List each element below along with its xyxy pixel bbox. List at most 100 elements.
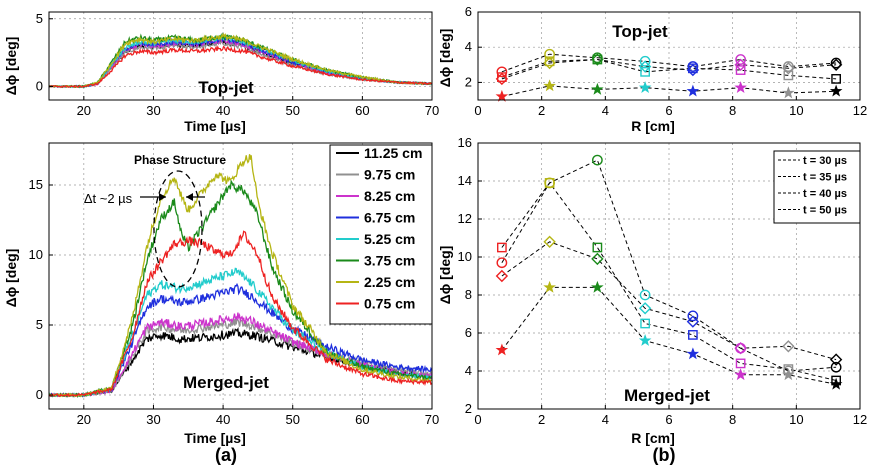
x-tick-label: 30 [146,412,160,427]
data-point-diamond [829,353,843,366]
data-point-circle [782,61,794,72]
x-tick-label: 60 [355,103,369,118]
y-tick-label: 2 [465,74,472,89]
x-tick-label: 4 [602,412,609,427]
x-tick-label: 0 [474,103,481,118]
series-line-diamond [501,241,837,361]
data-point-diamond [782,62,795,75]
data-point-star [734,81,747,94]
x-axis-label-a-top: Time [µs] [184,118,246,134]
series-line-circle [501,159,837,372]
data-point-circle [591,52,603,64]
data-point-square [497,242,507,253]
data-point-star [638,334,652,346]
data-point-square [544,56,555,67]
x-axis-label-b-bottom: R [cm] [631,430,675,446]
data-point-star [829,377,843,390]
y-tick-label: 12 [458,211,472,226]
x-tick-label: 10 [789,412,803,427]
data-point-diamond [495,269,509,283]
y-tick-label: 6 [465,4,472,19]
legend-radius-label: 0.75 cm [364,296,415,312]
data-point-diamond [782,340,795,353]
x-tick-label: 50 [285,412,299,427]
chart-title-a-bottom: Merged-jet [183,373,269,392]
y-tick-label: 0 [36,387,43,402]
y-tick-label: 16 [458,135,472,150]
plot-frame [477,11,861,101]
data-point-square [735,65,746,75]
y-tick-label: 14 [458,173,472,188]
y-tick-label: 15 [29,177,43,192]
data-point-star [782,368,795,381]
data-point-circle [687,61,699,72]
x-tick-label: 70 [425,103,439,118]
x-axis-label-a-bottom: Time [µs] [184,430,246,446]
plot-frame [48,11,433,101]
series-line-diamond [501,58,837,80]
series-line-0-75-cm [48,230,433,397]
x-tick-label: 2 [538,412,545,427]
x-tick-label: 12 [853,103,867,118]
legend-time: t = 30 µs t = 35 µs t = 40 µs t = 50 µs [773,150,861,224]
legend-radius-label: 8.25 cm [364,188,415,204]
data-point-circle [735,54,747,65]
x-tick-label: 20 [77,412,91,427]
x-tick-label: 40 [216,103,230,118]
y-tick-label: 10 [458,249,472,264]
legend-radius-label: 9.75 cm [364,167,415,183]
data-point-circle [687,310,699,322]
series-line-star [501,85,837,97]
x-axis-label-b-top: R [cm] [631,118,675,134]
data-point-square [640,66,650,77]
data-point-diamond [829,58,843,71]
data-point-square [688,330,698,340]
x-tick-label: 8 [729,412,736,427]
y-axis-label-b-bottom: Δϕ [deg] [437,246,453,305]
legend-radius-label: 11.25 cm [364,145,422,161]
x-tick-label: 50 [285,103,299,118]
data-point-square [497,72,507,82]
data-point-circle [639,55,651,67]
panel-label-b: (b) [653,445,676,465]
data-point-star [686,347,700,360]
y-axis-label-a-bottom: Δϕ [deg] [3,249,19,308]
legend-time-label: t = 35 µs [803,172,847,184]
legend-time-label: t = 50 µs [803,205,847,217]
y-tick-label: 4 [465,39,472,54]
y-tick-label: 0 [36,78,43,93]
x-tick-label: 10 [789,103,803,118]
data-point-square [640,318,650,329]
x-tick-label: 40 [216,412,230,427]
data-point-diamond [543,235,556,248]
data-point-circle [830,57,842,69]
data-point-square [735,358,746,369]
data-point-circle [591,154,603,166]
data-point-star [734,368,747,381]
x-tick-label: 8 [729,103,736,118]
legend-time-box [773,150,861,224]
x-tick-label: 70 [425,412,439,427]
legend-radius: 11.25 cm 9.75 cm 8.25 cm 6.75 cm 5.25 cm 3.75… [329,144,433,325]
series-line-square [501,58,837,80]
phase-structure-ellipse [153,170,203,288]
y-axis-label-a-top: Δϕ [deg] [3,37,19,96]
data-point-diamond [638,302,652,315]
data-point-star [686,84,700,97]
data-point-star [638,81,652,94]
delta-t-annotation: Δt ~2 µs [84,191,133,206]
phase-structure-annotation: Phase Structure [134,153,226,167]
legend-time-label: t = 30 µs [803,155,847,167]
legend-time-label: t = 40 µs [803,188,847,200]
series-line-square [501,182,837,381]
legend-radius-label: 5.25 cm [364,231,415,247]
x-tick-label: 6 [665,103,672,118]
delta-t-arrowhead-left [159,193,166,201]
x-tick-label: 6 [665,412,672,427]
chart-title-b-top: Top-jet [612,22,668,41]
data-point-star [591,82,604,95]
series-line-2-25-cm [48,32,433,89]
y-tick-label: 4 [465,363,472,378]
data-point-star [829,84,843,97]
